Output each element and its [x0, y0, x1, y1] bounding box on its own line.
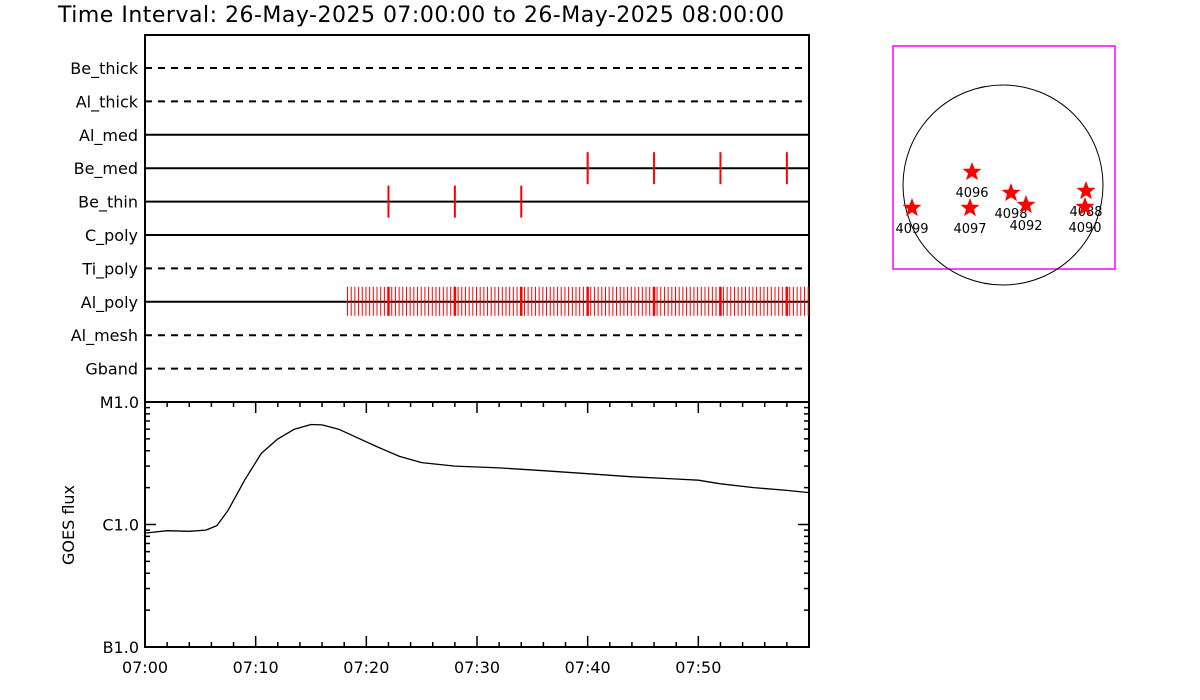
- x-tick-label: 07:50: [675, 658, 721, 677]
- chart-title: Time Interval: 26-May-2025 07:00:00 to 2…: [58, 3, 785, 28]
- active-region-star: [1076, 181, 1096, 200]
- active-region-label: 4092: [1009, 219, 1042, 234]
- active-region-label: 4090: [1068, 221, 1101, 236]
- row-label-be-med: Be_med: [74, 159, 138, 179]
- active-region-star: [1016, 195, 1036, 214]
- active-region-star: [960, 198, 980, 217]
- x-tick-label: 07:20: [343, 658, 389, 677]
- y-tick-label: M1.0: [100, 393, 139, 412]
- active-region-star: [962, 162, 982, 181]
- y-tick-label: C1.0: [102, 516, 139, 535]
- active-region-label: 4088: [1069, 205, 1102, 220]
- goes-flux-line: [144, 423, 810, 534]
- x-tick-label: 07:00: [122, 658, 168, 677]
- solar-disk-panel: 4096 4098 4088 4099 4097 4092 4090: [892, 45, 1116, 286]
- active-region-label: 4098: [994, 207, 1027, 222]
- active-region-label: 4097: [953, 222, 986, 237]
- active-region-star: [1001, 183, 1021, 202]
- row-label-ti-poly: Ti_poly: [81, 259, 138, 279]
- row-label-al-thick: Al_thick: [76, 92, 139, 112]
- y-axis-label: GOES flux: [59, 485, 78, 565]
- row-label-gband: Gband: [85, 360, 138, 379]
- active-region-label: 4099: [895, 222, 928, 237]
- field-of-view-box: [892, 45, 1116, 270]
- row-label-be-thin: Be_thin: [78, 193, 138, 213]
- row-label-al-med: Al_med: [79, 126, 138, 146]
- filter-timeline-panel: Be_thick Al_thick Al_med Be_med Be_thin C_pol…: [70, 34, 810, 403]
- x-tick-label: 07:40: [565, 658, 611, 677]
- y-tick-label: B1.0: [103, 638, 139, 657]
- active-region-star: [902, 198, 922, 217]
- timeline-frame: [144, 34, 810, 403]
- goes-frame: [144, 401, 810, 648]
- row-label-c-poly: C_poly: [85, 226, 138, 246]
- active-region-star: [1075, 197, 1095, 216]
- x-tick-label: 07:30: [454, 658, 500, 677]
- goes-flux-panel: 07:00 07:10 07:20 07:30 07:40 07:50 B1.0 C1.0 M1…: [59, 393, 810, 677]
- x-tick-label: 07:10: [233, 658, 279, 677]
- solar-limb: [902, 84, 1104, 286]
- active-region-label: 4096: [955, 186, 988, 201]
- row-label-al-poly: Al_poly: [81, 293, 138, 313]
- row-label-be-thick: Be_thick: [70, 59, 138, 79]
- row-label-al-mesh: Al_mesh: [71, 326, 138, 346]
